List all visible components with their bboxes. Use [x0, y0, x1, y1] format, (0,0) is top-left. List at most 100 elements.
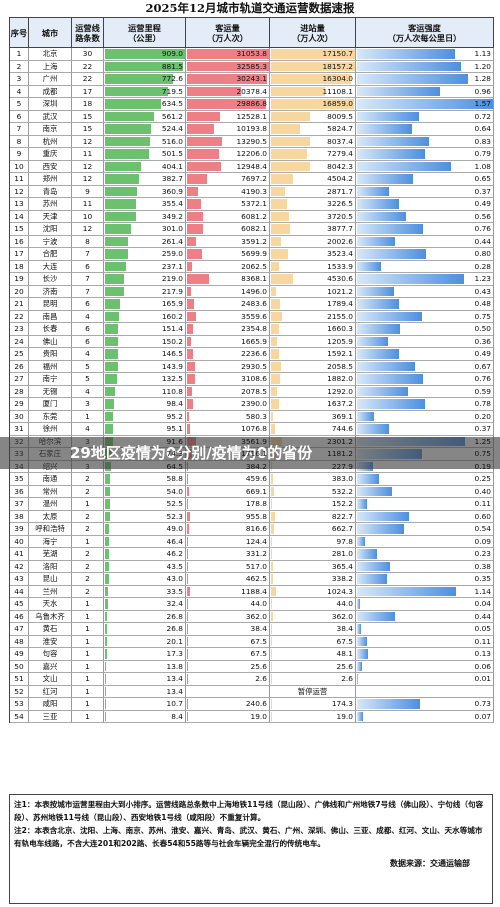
mileage-bar [105, 336, 119, 346]
intensity-bar [357, 136, 429, 146]
cell-ridership: 6082.1 [186, 223, 270, 236]
entry-value: 662.7 [331, 524, 353, 533]
mileage-value: 261.4 [161, 236, 183, 246]
cell-ridership: 816.6 [186, 523, 270, 536]
cell-ridership: 1188.4 [186, 585, 270, 598]
entry-bar [271, 274, 294, 284]
entry-value: 11108.1 [322, 86, 353, 96]
ridership-value: 20378.4 [236, 86, 267, 96]
cell-lines: 1 [72, 610, 104, 623]
entry-value: 369.1 [331, 411, 353, 421]
cell-intensity: 0.72 [356, 110, 494, 123]
cell-index: 46 [10, 610, 29, 623]
cell-mileage: 54.0 [104, 485, 186, 498]
mileage-value: 98.4 [166, 399, 183, 408]
cell-index: 11 [10, 173, 29, 186]
table-row: 10 西安 12 404.1 12948.4 8042.3 1.08 [10, 160, 494, 173]
entry-value: 2002.6 [327, 236, 353, 246]
cell-entry: 18157.2 [270, 60, 356, 73]
cell-intensity: 0.05 [356, 623, 494, 636]
mileage-value: 95.2 [166, 411, 183, 421]
entry-value: 97.8 [336, 536, 353, 546]
table-row: 42 洛阳 2 43.5 517.0 365.4 0.38 [10, 560, 494, 573]
mileage-value: 132.5 [161, 374, 183, 383]
cell-lines: 22 [72, 60, 104, 73]
intensity-bar [357, 661, 363, 671]
entry-bar [271, 74, 351, 84]
table-row: 6 武汉 15 561.2 12528.1 8009.5 0.72 [10, 110, 494, 123]
ridership-bar [187, 299, 194, 309]
cell-index: 12 [10, 185, 29, 198]
cell-mileage: 43.5 [104, 560, 186, 573]
cell-intensity: 0.48 [356, 298, 494, 311]
cell-lines: 1 [72, 673, 104, 686]
cell-lines: 18 [72, 98, 104, 111]
cell-index: 27 [10, 373, 29, 386]
cell-city: 深圳 [29, 98, 72, 111]
cell-entry: 2155.0 [270, 310, 356, 323]
ridership-value: 6081.2 [241, 211, 267, 221]
ridership-bar [187, 599, 188, 609]
cell-mileage: 349.2 [104, 210, 186, 223]
headline-banner[interactable]: 29地区疫情为0分别/疫情为0的省份 [0, 437, 500, 469]
cell-entry: 383.0 [270, 473, 356, 486]
ridership-bar [187, 336, 192, 346]
ridership-bar [187, 136, 223, 146]
cell-ridership: 1496.0 [186, 285, 270, 298]
cell-ridership: 44.0 [186, 598, 270, 611]
ridership-value: 2930.5 [241, 361, 267, 371]
mileage-bar [105, 486, 110, 496]
mileage-value: 360.9 [161, 186, 183, 196]
ridership-bar [187, 286, 191, 296]
cell-ridership: 25.6 [186, 660, 270, 673]
cell-intensity: 1.13 [356, 48, 494, 61]
entry-value: 8042.3 [327, 161, 353, 171]
entry-value: 25.6 [336, 661, 353, 671]
mileage-value: 17.3 [166, 649, 183, 658]
ridership-value: 12206.0 [236, 149, 267, 158]
cell-ridership: 2354.8 [186, 323, 270, 336]
cell-index: 31 [10, 423, 29, 436]
entry-bar [271, 511, 276, 521]
mileage-value: 58.8 [166, 474, 183, 483]
cell-mileage: 150.2 [104, 335, 186, 348]
cell-city: 乌鲁木齐 [29, 610, 72, 623]
entry-value: 8037.4 [327, 136, 353, 146]
cell-ridership: 31053.8 [186, 48, 270, 61]
cell-intensity: 0.35 [356, 573, 494, 586]
ridership-value: 12948.4 [236, 161, 267, 171]
entry-bar [271, 711, 272, 721]
entry-bar [271, 336, 277, 346]
cell-lines: 1 [72, 598, 104, 611]
entry-bar [271, 399, 280, 409]
mileage-value: 301.0 [161, 224, 183, 233]
ridership-value: 8368.1 [241, 274, 267, 283]
ridership-bar [187, 474, 189, 484]
cell-city: 嘉兴 [29, 660, 72, 673]
entry-value: 44.0 [336, 599, 353, 608]
cell-intensity: 0.49 [356, 348, 494, 361]
table-row: 39 呼和浩特 2 49.0 816.6 662.7 0.54 [10, 523, 494, 536]
note-2: 注2：本表含北京、沈阳、上海、南京、苏州、淮安、嘉兴、青岛、武汉、黄石、广州、深… [14, 826, 483, 848]
cell-intensity: 1.14 [356, 585, 494, 598]
mileage-value: 160.2 [161, 311, 183, 321]
ridership-value: 2354.8 [241, 324, 267, 333]
cell-intensity: 0.80 [356, 248, 494, 261]
table-header: 序号 城市 运营线 路条数 运营里程 （公里） 客运量 （万人次） 进站量 （万人次） 客运… [10, 18, 494, 48]
cell-city: 淮安 [29, 635, 72, 648]
entry-value: 174.3 [331, 699, 353, 708]
cell-index: 2 [10, 60, 29, 73]
ridership-bar [187, 311, 197, 321]
intensity-value: 0.48 [474, 299, 491, 308]
entry-value: 3720.5 [327, 211, 353, 221]
cell-ridership: 462.5 [186, 573, 270, 586]
cell-lines: 7 [72, 285, 104, 298]
mileage-value: 110.8 [161, 386, 183, 396]
intensity-bar [357, 86, 441, 96]
entry-value: 383.0 [331, 474, 353, 483]
cell-entry: 1024.3 [270, 585, 356, 598]
cell-entry: 152.2 [270, 498, 356, 511]
entry-bar [271, 386, 278, 396]
cell-mileage: 151.4 [104, 323, 186, 336]
cell-lines: 2 [72, 573, 104, 586]
